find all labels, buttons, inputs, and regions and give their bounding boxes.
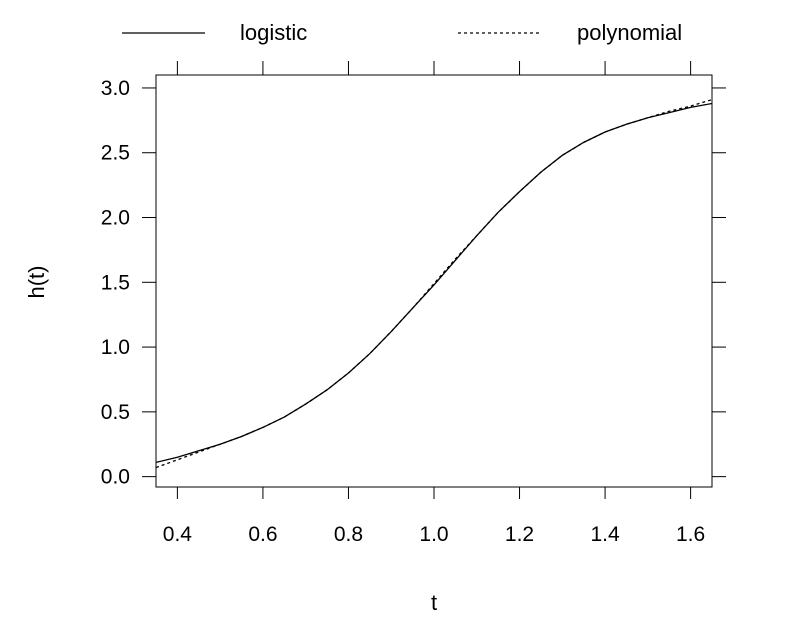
y-tick-label: 1.5	[101, 271, 130, 294]
x-tick-label: 1.0	[419, 523, 448, 546]
y-tick-label: 2.5	[101, 142, 130, 165]
y-axis-label: h(t)	[24, 266, 49, 299]
plot-frame	[155, 74, 713, 488]
y-tick-label: 2.0	[101, 207, 130, 230]
x-tick-label: 0.8	[334, 523, 363, 546]
legend-label-polynomial: polynomial	[577, 20, 682, 45]
series-line-logistic	[156, 102, 712, 464]
x-tick-label: 1.6	[676, 523, 705, 546]
x-tick-label: 1.4	[590, 523, 620, 546]
x-tick-label: 0.6	[248, 523, 277, 546]
series-line-polynomial	[156, 98, 712, 469]
x-tick-label: 1.2	[505, 523, 534, 546]
y-tick-label: 0.0	[101, 466, 130, 489]
y-tick-label: 0.5	[101, 401, 130, 424]
x-axis-label: t	[431, 590, 437, 615]
y-tick-label: 1.0	[101, 336, 130, 359]
x-tick-label: 0.4	[163, 523, 193, 546]
legend-label-logistic: logistic	[240, 20, 307, 45]
legend: logistic polynomial	[122, 20, 682, 45]
plot-area: 0.4 0.6 0.8 1.0 1.2 1.4 1.6 0.0 0.5 1.0 1.5 2.0 2.5 3…	[101, 61, 726, 546]
y-tick-label: 3.0	[101, 77, 130, 100]
